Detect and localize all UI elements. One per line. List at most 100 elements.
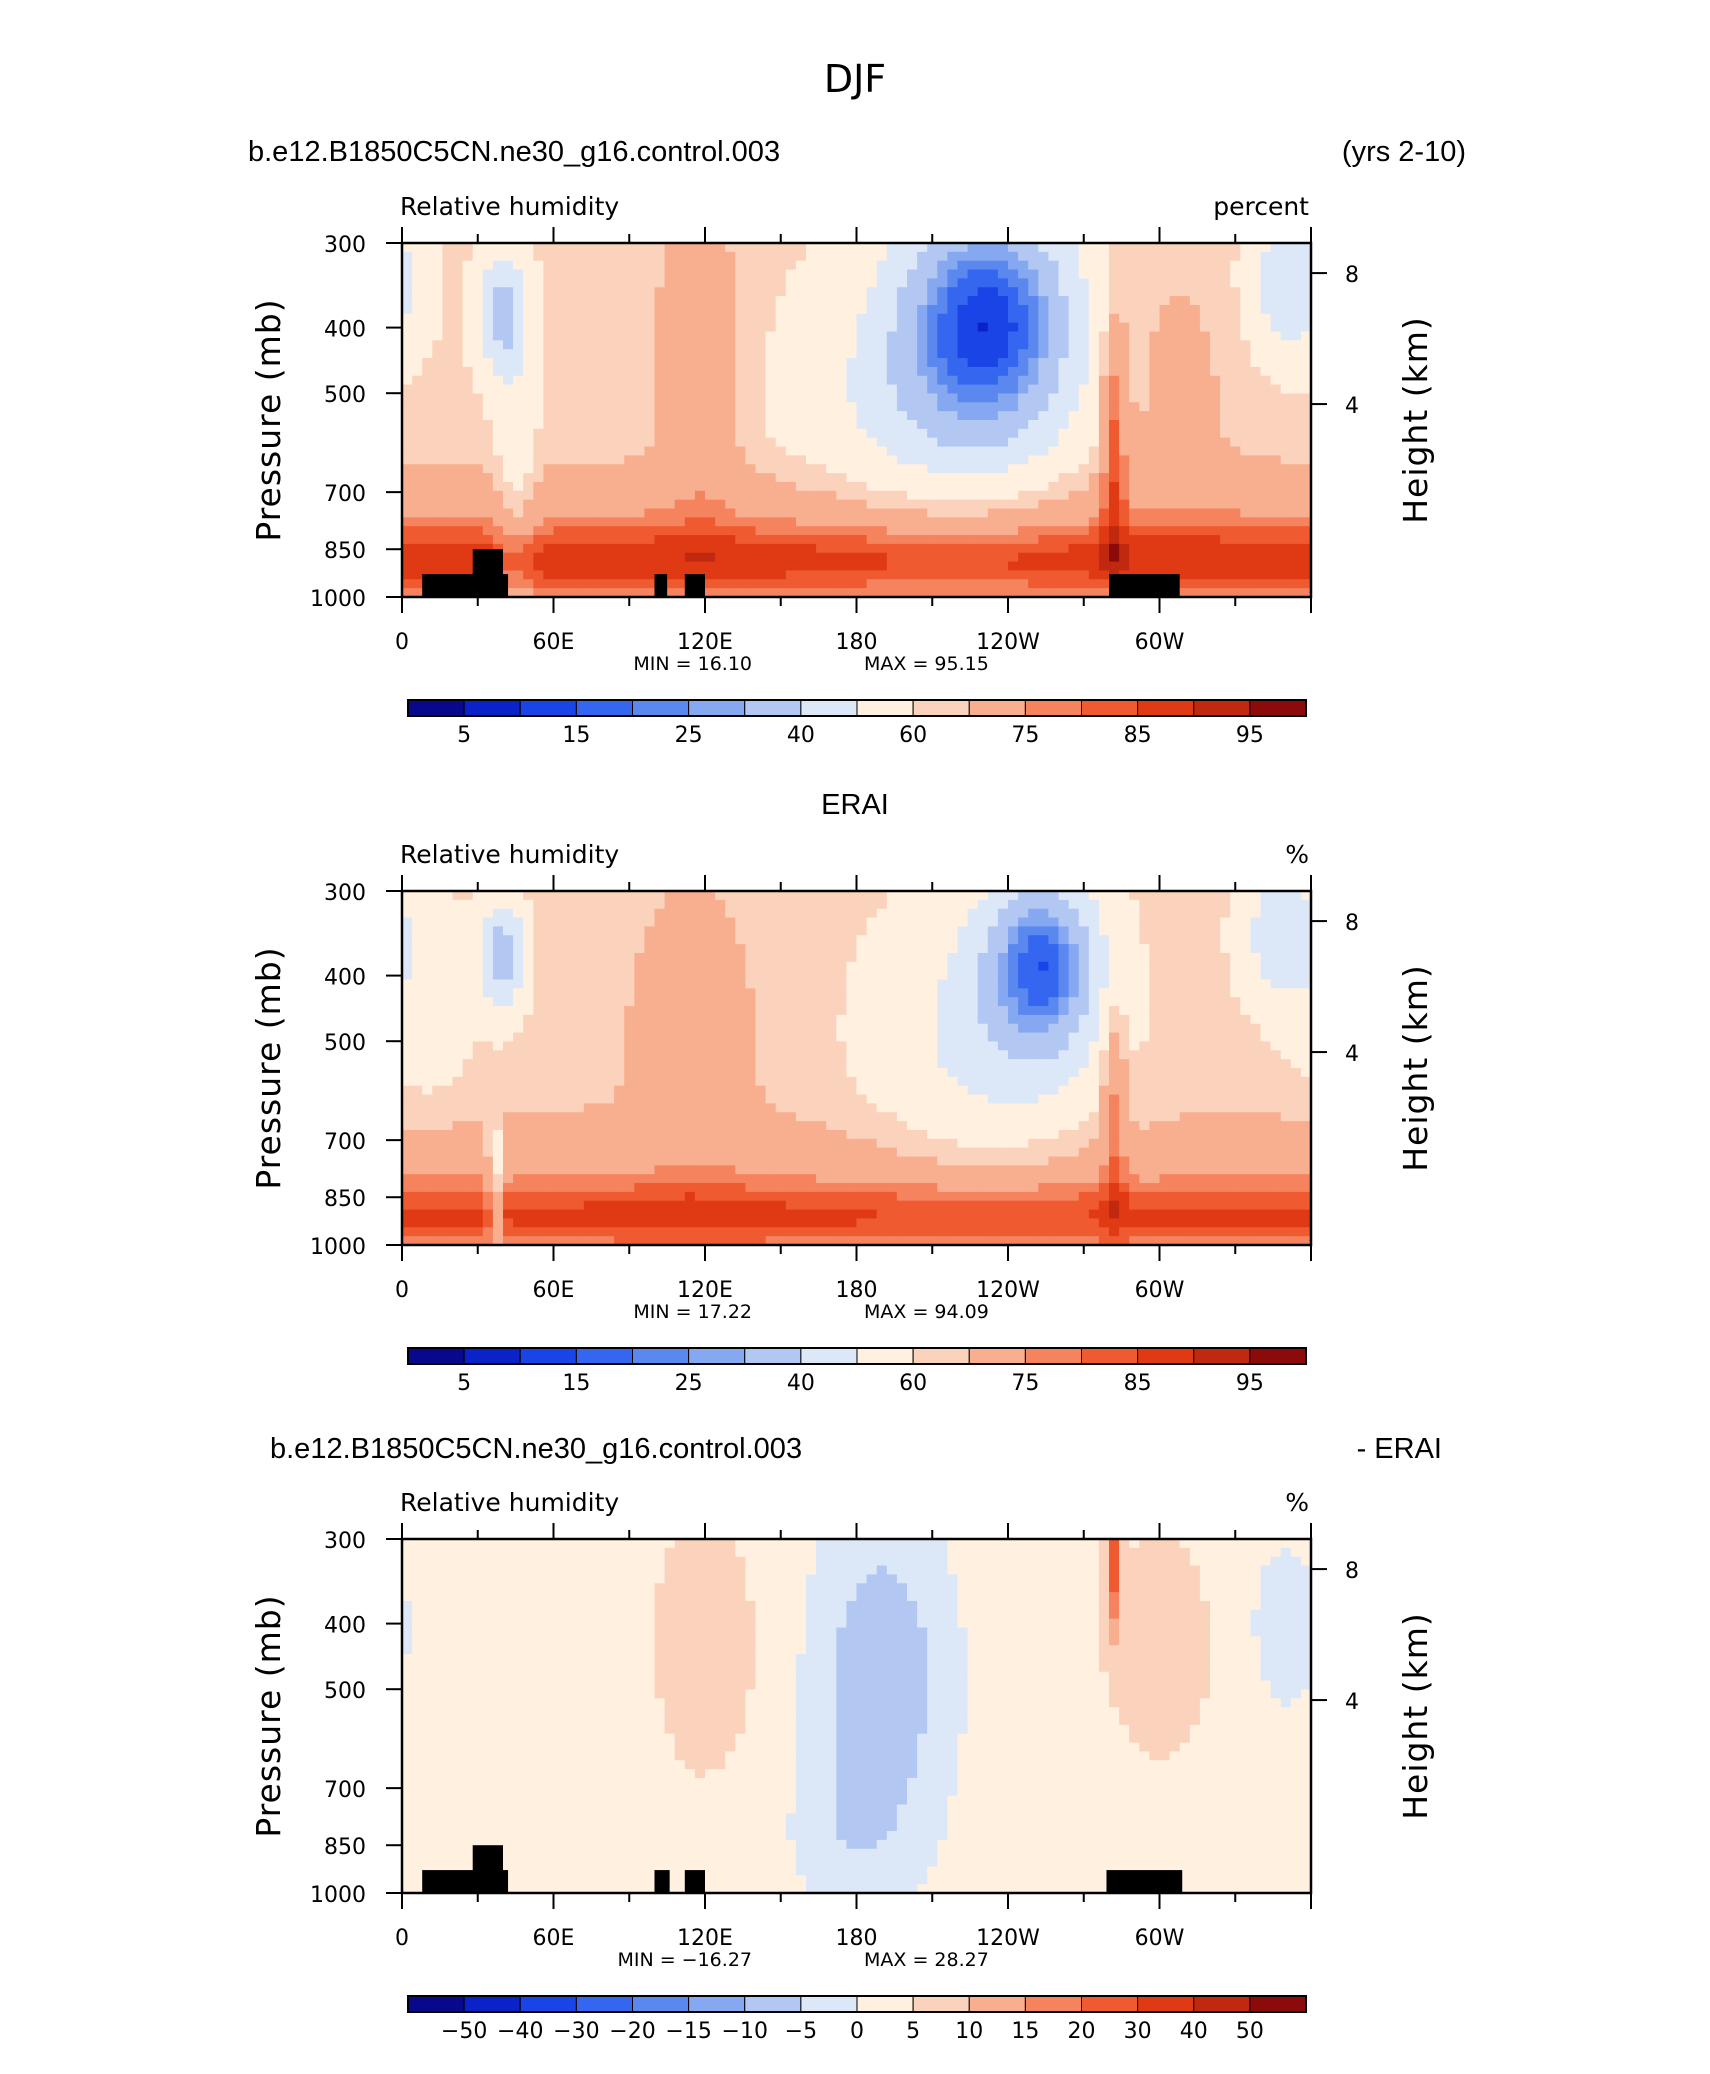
heatmap-cell — [806, 428, 817, 439]
heatmap-cell — [1038, 1006, 1049, 1016]
heatmap-cell — [1008, 304, 1019, 315]
heatmap-cell — [927, 340, 938, 350]
heatmap-cell — [997, 402, 1009, 412]
heatmap-cell — [866, 455, 878, 465]
heatmap-cell — [492, 490, 504, 501]
heatmap-cell — [1058, 891, 1070, 901]
heatmap-cell — [755, 296, 767, 306]
heatmap-cell — [1098, 349, 1110, 359]
heatmap-cell — [563, 455, 575, 465]
heatmap-cell — [826, 570, 837, 580]
heatmap-cell — [907, 278, 918, 288]
heatmap-cell — [462, 552, 474, 563]
heatmap-cell — [806, 251, 817, 262]
heatmap-cell — [1280, 526, 1292, 536]
heatmap-cell — [785, 499, 797, 510]
heatmap-cell — [705, 517, 716, 527]
heatmap-cell — [705, 508, 716, 518]
heatmap-cell — [1078, 322, 1090, 333]
heatmap-cell — [1290, 499, 1302, 510]
heatmap-cell — [1179, 437, 1191, 448]
heatmap-cell — [452, 455, 464, 465]
heatmap-cell — [866, 366, 878, 377]
heatmap-cell — [503, 926, 514, 936]
heatmap-cell — [492, 411, 504, 421]
heatmap-cell — [513, 375, 524, 386]
heatmap-cell — [674, 917, 686, 927]
heatmap-cell — [664, 278, 676, 288]
heatmap-cell — [1119, 349, 1130, 359]
heatmap-cell — [886, 269, 898, 279]
heatmap-cell — [1149, 490, 1161, 501]
heatmap-cell — [735, 366, 746, 377]
heatmap-cell — [927, 891, 938, 901]
heatmap-cell — [492, 384, 504, 395]
heatmap-cell — [482, 455, 494, 465]
heatmap-cell — [1280, 384, 1292, 395]
heatmap-cell — [896, 269, 908, 279]
heatmap-cell — [1159, 428, 1171, 439]
heatmap-cell — [644, 526, 656, 536]
heatmap-cell — [1189, 588, 1201, 598]
heatmap-cell — [533, 926, 544, 936]
heatmap-cell — [664, 535, 676, 545]
heatmap-cell — [664, 543, 676, 554]
heatmap-cell — [573, 287, 585, 297]
heatmap-cell — [1250, 322, 1262, 333]
heatmap-cell — [1119, 437, 1130, 448]
heatmap-cell — [593, 899, 605, 910]
heatmap-cell — [1018, 393, 1029, 403]
heatmap-cell — [432, 446, 443, 456]
heatmap-cell — [1290, 278, 1302, 288]
heatmap-cell — [593, 988, 605, 998]
heatmap-cell — [1250, 455, 1262, 465]
heatmap-cell — [806, 979, 817, 989]
heatmap-cell — [1149, 917, 1161, 927]
heatmap-cell — [1048, 287, 1060, 297]
heatmap-cell — [1088, 358, 1100, 368]
heatmap-cell — [1280, 899, 1292, 910]
heatmap-cell — [684, 393, 696, 403]
heatmap-cell — [563, 997, 575, 1007]
heatmap-cell — [937, 393, 948, 403]
heatmap-cell — [442, 428, 454, 439]
heatmap-cell — [1179, 499, 1191, 510]
heatmap-cell — [664, 313, 676, 324]
heatmap-cell — [604, 375, 615, 386]
heatmap-cell — [1119, 543, 1130, 554]
heatmap-cell — [957, 917, 969, 927]
heatmap-cell — [694, 296, 706, 306]
heatmap-cell — [785, 375, 797, 386]
heatmap-cell — [1169, 349, 1181, 359]
heatmap-cell — [533, 997, 544, 1007]
heatmap-cell — [1149, 260, 1161, 271]
heatmap-cell — [1179, 508, 1191, 518]
heatmap-cell — [674, 526, 686, 536]
heatmap-cell — [1149, 420, 1161, 430]
heatmap-cell — [523, 260, 534, 271]
heatmap-cell — [876, 313, 888, 324]
heatmap-cell — [412, 917, 423, 927]
heatmap-cell — [402, 490, 413, 501]
heatmap-cell — [583, 322, 595, 333]
heatmap-cell — [836, 952, 847, 963]
heatmap-cell — [1240, 473, 1251, 483]
heatmap-cell — [1109, 561, 1120, 572]
heatmap-cell — [422, 481, 433, 492]
heatmap-cell — [1038, 935, 1049, 945]
heatmap-cell — [523, 944, 534, 954]
y-tick-label: 300 — [324, 233, 366, 258]
heatmap-cell — [937, 917, 948, 927]
heatmap-cell — [1210, 891, 1221, 901]
heatmap-cell — [1169, 304, 1181, 315]
heatmap-cell — [987, 481, 999, 492]
heatmap-cell — [634, 570, 645, 580]
heatmap-cell — [896, 1006, 908, 1016]
heatmap-cell — [1300, 287, 1312, 297]
heatmap-cell — [775, 375, 787, 386]
heatmap-cell — [543, 331, 555, 341]
heatmap-cell — [725, 961, 736, 972]
heatmap-cell — [1068, 490, 1080, 501]
heatmap-cell — [1199, 508, 1211, 518]
heatmap-cell — [1169, 935, 1181, 945]
